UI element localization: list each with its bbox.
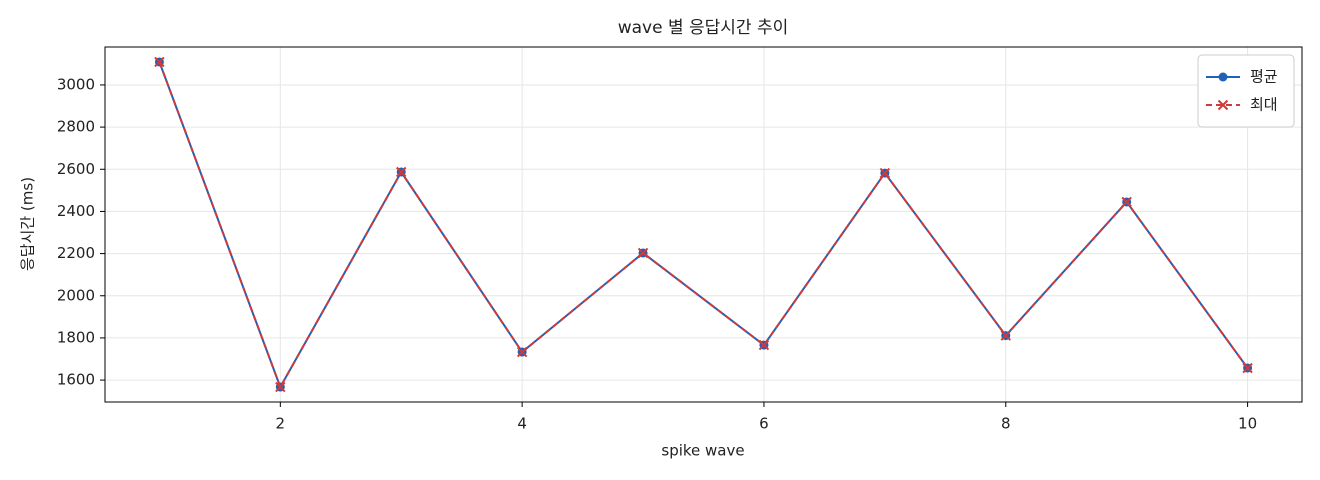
y-tick-label: 2400: [57, 202, 95, 220]
marker: [637, 247, 649, 259]
marker: [1242, 362, 1253, 374]
x-tick-label: 8: [1001, 415, 1011, 433]
marker: [396, 166, 407, 178]
marker-x: [1121, 196, 1132, 208]
marker: [1218, 72, 1228, 82]
marker: [516, 346, 528, 358]
legend-label: 평균: [1250, 68, 1278, 86]
x-axis-label: spike wave: [661, 442, 744, 460]
x-tick-label: 2: [276, 415, 286, 433]
y-tick-label: 1600: [57, 371, 95, 389]
marker: [1000, 330, 1011, 341]
marker-x: [396, 166, 407, 178]
y-tick-label: 2000: [57, 286, 95, 304]
y-axis-label: 응답시간 (ms): [19, 177, 37, 271]
marker: [1121, 196, 1132, 208]
marker-x: [516, 346, 528, 358]
marker-x: [154, 56, 165, 68]
marker: [758, 339, 770, 351]
marker: [1217, 99, 1229, 111]
marker-x: [879, 167, 891, 179]
legend-label: 최대: [1250, 96, 1278, 114]
y-tick-label: 2800: [57, 118, 95, 136]
x-tick-label: 6: [759, 415, 769, 433]
marker-x: [1217, 99, 1229, 111]
marker-x: [758, 339, 770, 351]
marker-x: [1000, 330, 1011, 341]
marker-x: [1242, 362, 1253, 374]
series-line: [158, 61, 1249, 390]
legend-box: [1197, 54, 1295, 128]
y-tick-label: 2600: [57, 160, 95, 178]
y-tick-label: 3000: [57, 75, 95, 93]
marker-x: [275, 381, 286, 393]
plot-frame: [104, 46, 1303, 403]
chart-title: wave 별 응답시간 추이: [618, 18, 789, 38]
y-tick-label: 2200: [57, 244, 95, 262]
marker-x: [637, 247, 649, 259]
marker: [275, 381, 286, 393]
x-tick-label: 10: [1238, 415, 1257, 433]
x-tick-label: 4: [517, 415, 527, 433]
y-tick-label: 1800: [57, 328, 95, 346]
marker: [879, 167, 891, 179]
marker: [154, 56, 165, 68]
